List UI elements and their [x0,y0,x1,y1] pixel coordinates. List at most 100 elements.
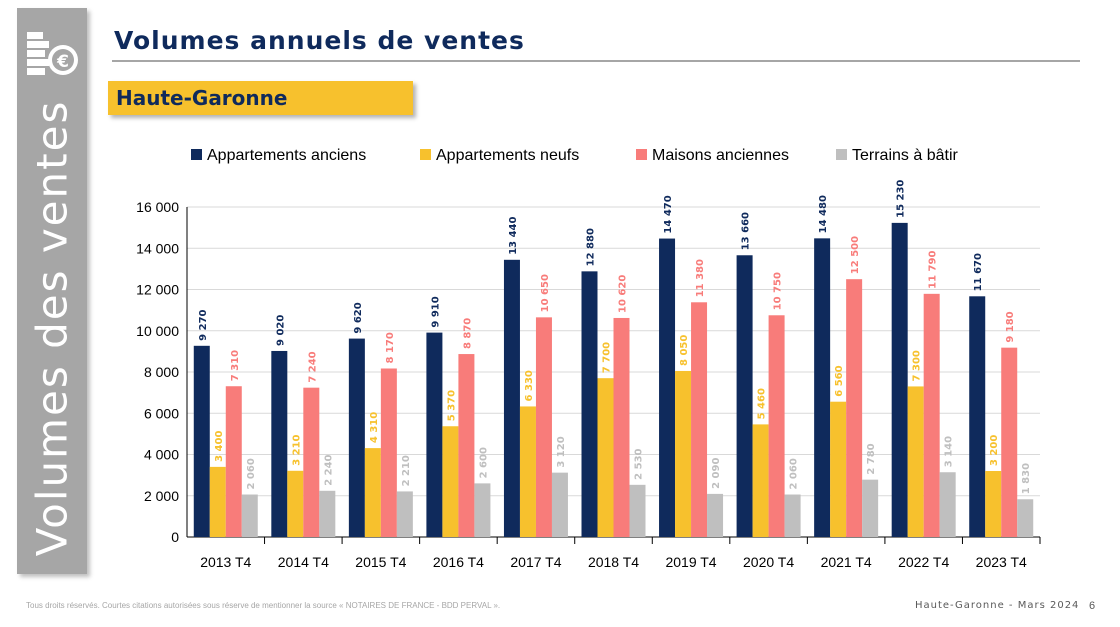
data-label: 3 210 [291,434,302,465]
data-label: 10 620 [618,275,629,313]
bar [303,387,320,537]
data-label: 6 560 [834,365,845,396]
bar [319,490,336,537]
data-label: 13 440 [508,216,519,254]
legend-label: Appartements neufs [436,147,579,164]
x-tick-label: 2014 T4 [278,554,329,570]
data-label: 14 480 [818,195,829,233]
x-tick-label: 2023 T4 [976,554,1027,570]
legend-swatch [191,149,202,160]
x-tick-label: 2019 T4 [665,554,716,570]
legend-swatch [420,149,431,160]
region-label: Haute-Garonne [116,86,288,110]
bar [535,317,552,537]
bar [193,345,210,537]
bar [503,259,520,537]
bar [458,354,475,537]
data-label: 3 140 [944,436,955,467]
data-label: 3 120 [556,436,567,467]
bar [985,471,1002,537]
bar [241,494,258,537]
data-label: 2 530 [634,448,645,479]
x-tick-label: 2016 T4 [433,554,484,570]
data-label: 2 060 [789,458,800,489]
bar [891,222,908,537]
data-label: 13 660 [741,212,752,250]
data-label: 3 200 [989,435,1000,466]
legend-label: Maisons anciennes [652,147,789,164]
data-label: 9 180 [1005,311,1016,342]
data-label: 2 240 [323,454,334,485]
data-label: 11 790 [928,251,939,289]
data-label: 1 830 [1021,463,1032,494]
bar [814,238,831,537]
bar [426,332,443,537]
data-label: 12 880 [586,228,597,266]
y-tick-label: 14 000 [136,240,179,256]
y-tick-label: 2 000 [144,488,179,504]
bar [442,426,459,537]
data-label: 11 670 [973,253,984,291]
bar [768,315,785,537]
bar [396,491,413,537]
legend-label: Appartements anciens [207,147,366,164]
bar [736,255,753,537]
bar [364,448,381,537]
data-label: 9 270 [198,309,209,340]
data-label: 10 750 [773,272,784,310]
svg-text:€: € [56,52,69,72]
x-tick-label: 2021 T4 [821,554,872,570]
bar [629,484,646,537]
bar [1001,347,1018,537]
data-label: 2 780 [866,443,877,474]
y-tick-label: 0 [171,529,179,545]
data-label: 7 310 [230,350,241,381]
bar [659,238,676,537]
y-tick-label: 6 000 [144,405,179,421]
bar [380,368,397,537]
data-label: 12 500 [850,236,861,274]
bar [551,472,568,537]
bar [691,302,708,537]
region-badge: Haute-Garonne [108,81,413,115]
data-label: 9 020 [275,315,286,346]
data-label: 9 910 [430,296,441,327]
bar [969,296,986,537]
x-tick-label: 2022 T4 [898,554,949,570]
bar [907,386,924,537]
data-label: 8 170 [385,332,396,363]
data-label: 3 400 [214,431,225,462]
y-tick-label: 10 000 [136,323,179,339]
bar [519,406,536,537]
x-tick-label: 2015 T4 [355,554,406,570]
y-tick-label: 8 000 [144,364,179,380]
bar [1017,499,1034,537]
legend-label: Terrains à bâtir [852,147,958,164]
footer-copyright: Tous droits réservés. Courtes citations … [26,601,501,610]
data-label: 5 460 [757,388,768,419]
y-tick-label: 12 000 [136,282,179,298]
bar [581,271,598,537]
data-label: 15 230 [896,180,907,218]
x-tick-label: 2020 T4 [743,554,794,570]
data-label: 8 870 [462,318,473,349]
bar [287,470,304,537]
bar [846,279,863,537]
data-label: 2 210 [401,455,412,486]
data-label: 2 600 [478,447,489,478]
bar [209,466,226,537]
data-label: 7 700 [602,342,613,373]
x-tick-label: 2017 T4 [510,554,561,570]
title-divider [112,60,1080,62]
bar [862,479,879,537]
data-label: 2 090 [711,458,722,489]
legend-swatch [836,149,847,160]
bar [923,293,940,537]
data-label: 10 650 [540,274,551,312]
coins-euro-icon: € [27,32,78,75]
data-label: 9 620 [353,302,364,333]
bar [675,370,692,537]
bar [613,317,630,537]
data-label: 8 050 [679,335,690,366]
bar-chart: 0 2 000 4 000 6 000 8 000 10 000 12 000 14 000 1… [136,147,1041,570]
